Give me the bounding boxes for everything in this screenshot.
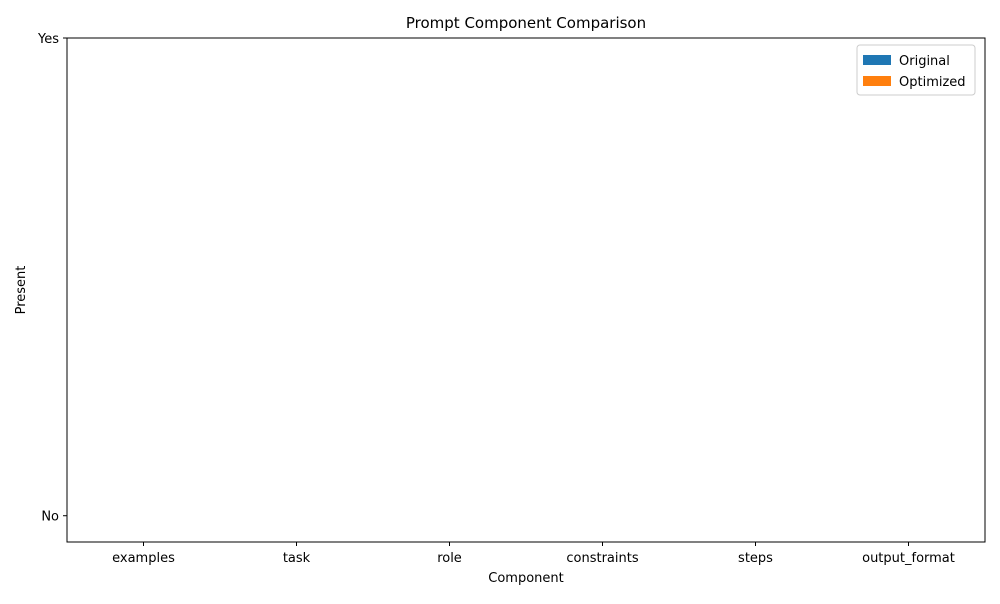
x-tick-label: examples bbox=[112, 551, 175, 566]
y-tick-label: Yes bbox=[37, 32, 59, 47]
legend-label-optimized: Optimized bbox=[899, 75, 966, 90]
x-tick-label: steps bbox=[738, 551, 773, 566]
legend-swatch-original bbox=[863, 55, 891, 65]
chart-title: Prompt Component Comparison bbox=[406, 14, 646, 32]
y-axis-label: Present bbox=[14, 266, 29, 315]
legend: Original Optimized bbox=[856, 44, 976, 96]
x-axis-label: Component bbox=[488, 571, 563, 586]
legend-label-original: Original bbox=[899, 54, 950, 69]
y-tick-label: No bbox=[41, 510, 59, 525]
y-axis: No Yes bbox=[37, 32, 67, 525]
plot-frame bbox=[66, 37, 986, 543]
x-tick-label: role bbox=[437, 551, 462, 566]
x-axis: examples task role constraints steps output_f… bbox=[112, 542, 955, 566]
x-tick-label: task bbox=[283, 551, 311, 566]
x-tick-label: constraints bbox=[566, 551, 638, 566]
legend-swatch-optimized bbox=[863, 76, 891, 86]
x-tick-label: output_format bbox=[862, 551, 955, 566]
